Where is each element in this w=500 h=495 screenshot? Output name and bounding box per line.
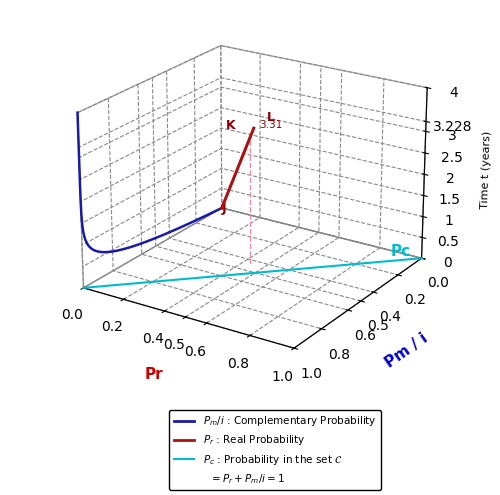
Y-axis label: Pm / i: Pm / i — [383, 331, 431, 371]
Legend: $P_m/i$ : Complementary Probability, $P_r$ : Real Probability, $P_c$ : Probabili: $P_m/i$ : Complementary Probability, $P_… — [170, 410, 380, 490]
X-axis label: Pr: Pr — [145, 367, 164, 382]
